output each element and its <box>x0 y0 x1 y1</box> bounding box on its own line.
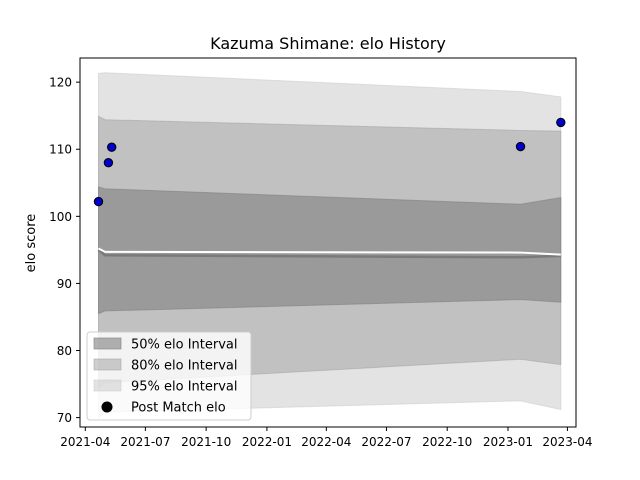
legend-marker-4 <box>101 401 113 413</box>
x-tick-label-3: 2021-10 <box>181 435 231 449</box>
y-tick-label-6: 120 <box>49 76 72 90</box>
mean-elo-line <box>97 248 561 259</box>
interval-band-3 <box>97 186 562 315</box>
y-tick-label-3: 90 <box>57 277 72 291</box>
legend-label-1: 50% elo Interval <box>131 338 238 353</box>
mean-elo-highlight-line <box>98 247 561 256</box>
x-tick-label-2: 2021-07 <box>120 435 170 449</box>
x-tick-label-8: 2023-01 <box>483 435 533 449</box>
post-match-elo-point-3 <box>107 142 117 152</box>
x-tick-label-9: 2023-04 <box>542 435 592 449</box>
legend-label-2: 80% elo Interval <box>131 359 238 374</box>
plot-layer <box>93 72 566 419</box>
x-tick-label-4: 2022-01 <box>242 435 292 449</box>
legend-box <box>86 331 252 421</box>
y-axis-label: elo score <box>24 214 39 273</box>
axes-frame <box>79 57 577 428</box>
axis-layer: 2021-04 2021-07 2021-10 2022-01 2022-04 2022-… <box>49 76 592 449</box>
legend-label-3: 95% elo Interval <box>131 380 238 395</box>
post-match-elo-point-1 <box>93 196 104 207</box>
legend-swatch-1 <box>93 337 122 350</box>
x-tick-label-1: 2021-04 <box>60 435 110 449</box>
legend-swatch-3 <box>93 379 122 392</box>
x-tick-label-5: 2022-04 <box>301 435 351 449</box>
y-tick-label-2: 80 <box>57 344 72 358</box>
chart-title: Kazuma Shimane: elo History <box>210 34 446 53</box>
post-match-elo-point-5 <box>556 117 566 128</box>
y-tick-label-1: 70 <box>57 411 72 425</box>
x-tick-label-7: 2022-10 <box>422 435 472 449</box>
legend-label-4: Post Match elo <box>131 401 226 416</box>
x-tick-label-6: 2022-07 <box>361 435 411 449</box>
y-tick-label-5: 110 <box>49 143 72 157</box>
legend-swatch-2 <box>93 358 122 371</box>
legend: 50% elo Interval 80% elo Interval 95% elo … <box>86 331 252 421</box>
post-match-elo-point-4 <box>515 141 526 152</box>
y-tick-label-4: 100 <box>49 210 72 224</box>
post-match-elo-point-2 <box>103 157 114 168</box>
